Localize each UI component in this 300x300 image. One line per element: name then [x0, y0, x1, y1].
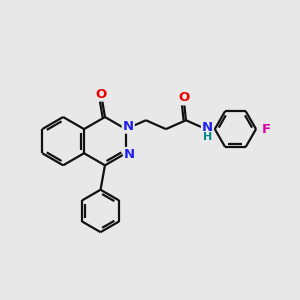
Text: N: N: [202, 121, 213, 134]
Text: O: O: [96, 88, 107, 100]
Text: N: N: [123, 120, 134, 133]
Text: O: O: [178, 92, 190, 104]
Text: H: H: [203, 132, 212, 142]
Text: F: F: [262, 123, 271, 136]
Text: N: N: [124, 148, 135, 161]
